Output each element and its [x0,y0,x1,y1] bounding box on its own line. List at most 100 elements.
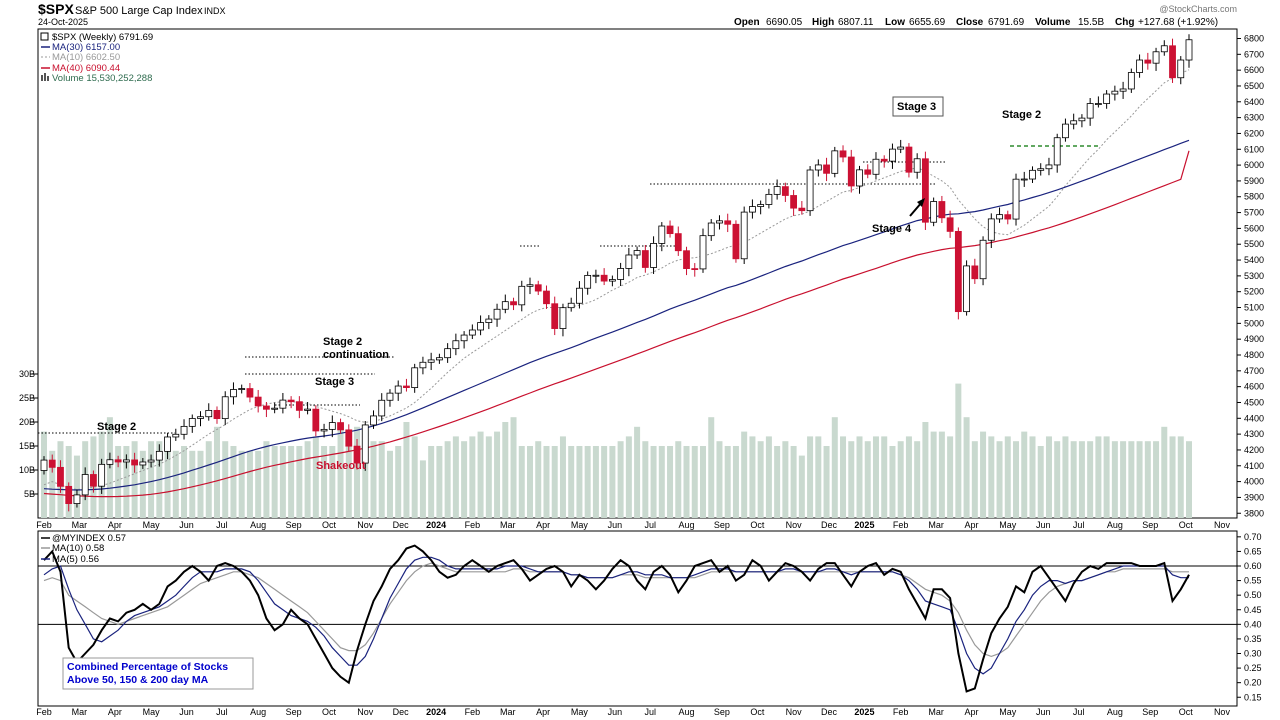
candle-body [287,399,295,403]
volume-bar [436,446,443,518]
volume-bar [576,446,583,518]
candle-body [370,415,377,426]
candle-body [1037,168,1045,171]
volume-bar [49,450,56,518]
volume-bar [485,436,492,518]
volume-bar [502,422,509,518]
volume-bar [1177,436,1184,518]
candle-body [444,348,452,359]
price-tick-label-28: 6600 [1244,65,1264,75]
price-tick-label-1: 3900 [1244,492,1264,502]
candle-body [600,274,608,282]
volume-bar [988,436,995,518]
price-tick-label-18: 5600 [1244,223,1264,233]
price-x-label-22: Dec [821,520,838,530]
volume-bar [213,426,220,518]
volume-bar [354,426,361,518]
indicator-x-label-30: Aug [1107,707,1123,717]
price-x-label-27: May [999,520,1017,530]
volume-bar [1054,441,1061,518]
volume-bar [543,446,550,518]
candle-body [584,274,592,289]
candle-body [608,279,616,282]
volume-bar [963,417,970,518]
candle-body [337,422,344,431]
volume-tick-label-5: 30B [19,369,35,379]
candle-body [65,485,73,504]
volume-bar [238,450,245,518]
volume-bar [1078,441,1085,518]
candle-body [526,284,534,287]
low-label: Low [885,17,905,28]
candle-body [534,284,542,292]
candle-body [1012,178,1020,220]
candle-body [1053,137,1061,166]
price-x-label-18: Aug [679,520,695,530]
candle-body [1004,214,1012,220]
indicator-x-label-9: Nov [357,707,374,717]
price-x-label-19: Sep [714,520,730,530]
close-label: Close [956,17,984,28]
indicator-x-label-7: Sep [286,707,302,717]
price-x-label-14: Apr [536,520,550,530]
volume-bar [831,417,838,518]
candle-body [954,231,962,313]
volume-tick-label-0: 5B [24,489,35,499]
indicator-lines [43,544,1190,693]
price-x-label-1: Mar [72,520,88,530]
price-x-label-28: Jun [1036,520,1051,530]
candle-body [781,186,789,196]
candle-body [592,274,600,277]
low-value: 6655.69 [909,17,946,28]
candle-body [1136,59,1143,73]
candle-body [427,359,435,363]
volume-bar [230,446,237,518]
price-tick-label-6: 4400 [1244,413,1264,423]
indicator-x-label-28: Jun [1036,707,1051,717]
indicator-x-label-5: Jul [216,707,228,717]
volume-bar [139,450,146,518]
indicator-x-label-11: 2024 [426,707,446,717]
volume-tick-label-2: 15B [19,441,35,451]
candle-body [938,201,946,219]
candle-body [139,461,147,466]
candle-body [946,217,954,232]
price-x-label-5: Jul [216,520,228,530]
candle-body [518,285,526,306]
indicator-tick-label-5: 0.40 [1244,619,1262,629]
price-tick-label-12: 5000 [1244,318,1264,328]
price-x-label-24: Feb [893,520,909,530]
ma30-line [43,139,1190,491]
volume-bar [848,441,855,518]
candle-body [666,225,674,235]
volume-label: Volume [1035,17,1071,28]
candle-body [699,235,707,270]
indicator-x-label-29: Jul [1073,707,1085,717]
candle-body [996,214,1003,220]
volume-bar [518,446,525,518]
volume-bar [378,441,385,518]
candle-body [1062,123,1069,139]
volume-bar [1037,446,1044,518]
candle-body [674,233,682,252]
indicator-tick-label-11: 0.70 [1244,532,1262,542]
indicator-x-label-27: May [999,707,1017,717]
indicator-tick-label-8: 0.55 [1244,576,1262,586]
volume-bar [691,446,698,518]
legend-ma40: MA(40) 6090.44 [52,63,120,74]
candles [40,34,1193,512]
indicator-x-label-3: May [143,707,161,717]
indicator-tick-label-2: 0.25 [1244,663,1262,673]
volume-bar [798,455,805,518]
volume-bar [1169,436,1176,518]
annotation-stage2-2025: Stage 2 [1002,109,1041,121]
candle-body [419,361,427,369]
indicator-tick-label-4: 0.35 [1244,634,1262,644]
candle-body [485,318,493,323]
candle-body [164,436,171,452]
volume-bar [732,446,739,518]
candle-body [435,357,443,361]
candle-body [839,150,847,158]
volume-bar [411,436,418,518]
candle-body [48,459,56,468]
